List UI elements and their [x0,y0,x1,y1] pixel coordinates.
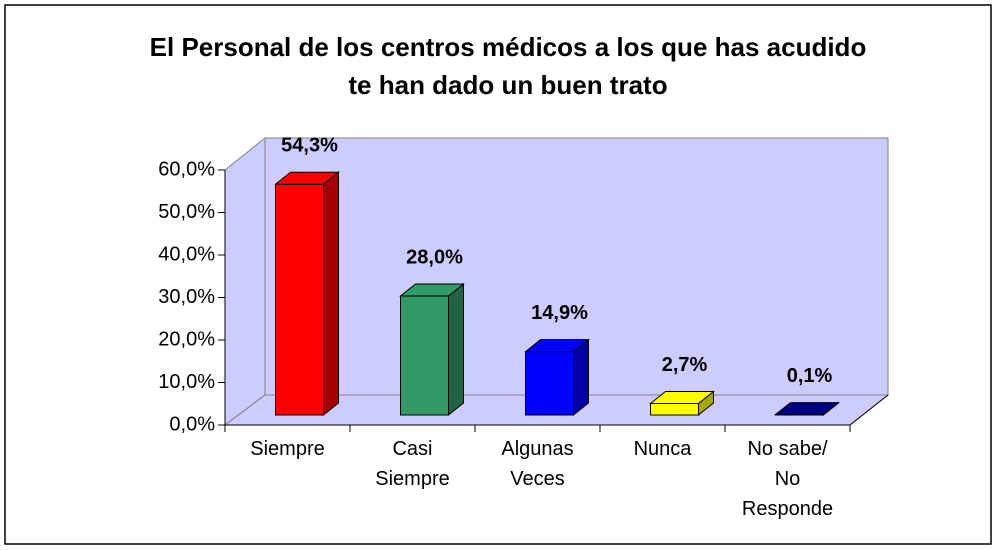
y-tick-label: 60,0% [158,158,215,180]
x-tick-label: Casi Siempre [375,438,450,490]
y-tick-label: 50,0% [158,201,215,223]
bar-front [275,183,324,416]
bar-shade [698,391,714,415]
y-tick-label: 30,0% [158,286,215,308]
bar-top [649,391,715,405]
value-label: 54,3% [281,135,338,157]
side-wall [224,136,266,426]
bar-front [400,295,449,416]
bar [774,401,840,417]
x-tick-label: Siempre [250,438,325,460]
value-label: 2,7% [662,354,708,376]
bar-front [525,351,574,416]
bar [399,282,465,417]
value-label: 28,0% [406,246,463,268]
y-tick-label: 40,0% [158,243,215,265]
bar-top [774,402,840,416]
x-tick-label: No sabe/ No Responde [741,438,834,520]
x-tick-label: Algunas Veces [501,438,574,490]
chart-title: El Personal de los centros médicos a los… [149,32,867,100]
bar [649,390,715,417]
y-tick-label: 0,0% [169,413,215,435]
bar-shade [448,284,464,415]
y-tick-label: 20,0% [158,328,215,350]
bar [524,338,590,417]
bar [274,171,340,417]
x-tick-label: Nunca [633,438,692,460]
bar-shade [323,172,339,415]
bar-shade [573,339,589,415]
y-tick-label: 10,0% [158,371,215,393]
bar-shade [823,402,839,415]
floor-edge [849,394,889,426]
bar-top [524,339,590,353]
bar-top [399,283,465,297]
value-label: 0,1% [787,365,833,387]
bar-top [274,171,340,185]
bar-front [650,403,699,416]
value-label: 14,9% [531,302,588,324]
